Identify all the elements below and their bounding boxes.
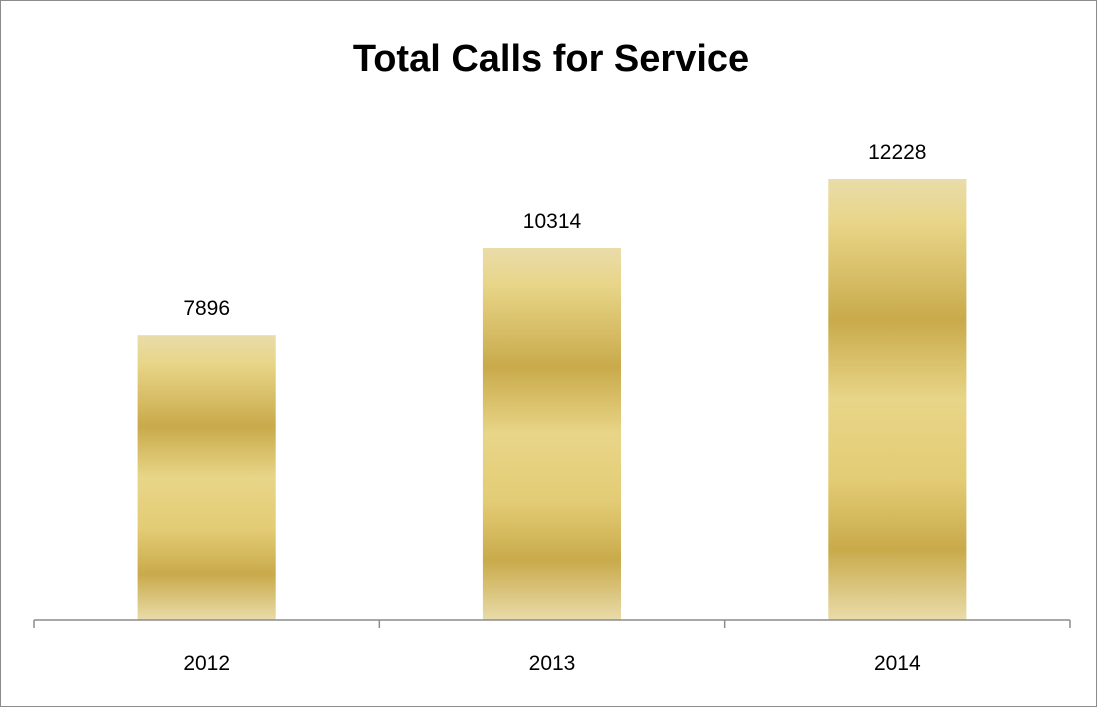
bar-2013 [482,248,621,620]
x-tick-label-2012: 2012 [183,652,230,675]
x-axis: 2012 2013 2014 [33,619,1071,675]
bar-2012 [137,335,276,620]
chart-title: Total Calls for Service [353,38,749,80]
data-label-2014: 12228 [868,141,926,164]
bars-group: 7896 10314 12228 [137,141,967,620]
bar-2014 [828,179,967,620]
data-label-2013: 10314 [523,210,582,233]
x-tick-label-2013: 2013 [529,652,576,675]
data-label-2012: 7896 [183,297,230,320]
x-tick-label-2014: 2014 [874,652,921,675]
